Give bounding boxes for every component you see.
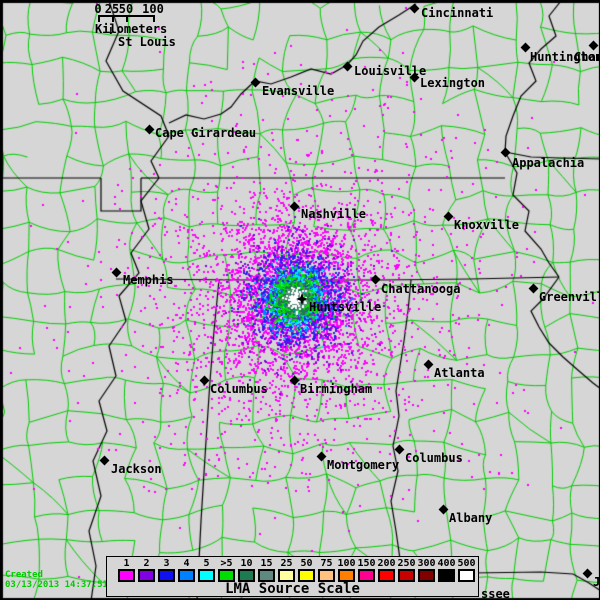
- city-label-cincinnati: Cincinnati: [421, 6, 494, 20]
- legend-entry: 250: [397, 558, 416, 582]
- km-tick-label: 50: [118, 2, 134, 16]
- legend-entry-label: 400: [437, 558, 456, 569]
- city-label-appalachia: Appalachia: [512, 156, 585, 170]
- legend-color-swatch: [418, 569, 435, 582]
- city-label-greenville: Greenville: [539, 290, 599, 304]
- legend-entry: 400: [437, 558, 456, 582]
- legend-entry-label: 500: [457, 558, 476, 569]
- city-label-st-louis: St Louis: [118, 35, 176, 49]
- city-label-columbus-ms: Columbus: [210, 382, 268, 396]
- km-ruler-tick: [126, 15, 128, 22]
- legend-color-swatch: [178, 569, 195, 582]
- legend-color-swatch: [218, 569, 235, 582]
- city-label-columbus-ga: Columbus: [405, 451, 463, 465]
- legend-entry: 5: [198, 558, 215, 582]
- city-label-charleston-fragment: Charl: [574, 50, 599, 64]
- legend-swatch-row: 1 2 3 4 5 >5 10 15 25 50 75 100 150 200 250 300 400 500: [107, 557, 478, 582]
- city-label-knoxville: Knoxville: [454, 218, 520, 232]
- km-tick-label: 100: [142, 2, 164, 16]
- city-label-huntington: Huntington: [530, 50, 600, 64]
- legend-color-swatch: [318, 569, 335, 582]
- km-tick-label: 25: [104, 2, 120, 16]
- legend-color-swatch: [358, 569, 375, 582]
- legend-entry: 100: [337, 558, 356, 582]
- legend-entry: >5: [218, 558, 235, 582]
- legend-entry-label: 150: [357, 558, 376, 569]
- legend-entry-label: >5: [220, 558, 233, 569]
- city-label-chattanooga: Chattanooga: [381, 282, 461, 296]
- lma-source-scale-panel: 1 2 3 4 5 >5 10 15 25 50 75 100 150 200 250 300 400 500 L…: [106, 556, 479, 597]
- legend-entry-label: 1: [123, 558, 130, 569]
- city-label-jacksonville-fragment: Ja: [593, 575, 600, 589]
- km-scale-title: Kilometers: [95, 22, 168, 36]
- created-datetime: 03/13/2013 14:37:51: [5, 580, 108, 590]
- legend-entry-label: 250: [397, 558, 416, 569]
- legend-color-swatch: [278, 569, 295, 582]
- legend-entry: 2: [138, 558, 155, 582]
- legend-entry: 200: [377, 558, 396, 582]
- legend-entry-label: 10: [240, 558, 253, 569]
- legend-entry-label: 50: [300, 558, 313, 569]
- legend-entry: 50: [298, 558, 315, 582]
- legend-color-swatch: [458, 569, 475, 582]
- legend-entry: 15: [258, 558, 275, 582]
- legend-entry: 75: [318, 558, 335, 582]
- city-label-atlanta: Atlanta: [434, 366, 485, 380]
- legend-color-swatch: [138, 569, 155, 582]
- km-ruler-tick: [98, 15, 100, 22]
- legend-entry-label: 200: [377, 558, 396, 569]
- legend-entry: 150: [357, 558, 376, 582]
- legend-entry: 4: [178, 558, 195, 582]
- created-timestamp: Created 03/13/2013 14:37:51: [5, 570, 108, 590]
- huntsville-star-icon: [296, 293, 308, 305]
- km-tick-label: 0: [94, 2, 102, 16]
- km-ruler-tick: [153, 15, 155, 22]
- legend-color-swatch: [338, 569, 355, 582]
- legend-entry-label: 3: [163, 558, 170, 569]
- down-arrow-icon: ↓: [107, 23, 115, 38]
- legend-entry-label: 100: [337, 558, 356, 569]
- city-label-huntsville: Huntsville: [309, 300, 382, 314]
- legend-entry: 300: [417, 558, 436, 582]
- city-label-jackson: Jackson: [111, 462, 162, 476]
- city-label-montgomery: Montgomery: [327, 458, 400, 472]
- city-label-cape-girardeau: Cape Girardeau: [155, 126, 257, 140]
- created-label: Created: [5, 570, 43, 580]
- city-label-birmingham: Birmingham: [300, 382, 373, 396]
- legend-entry-label: 75: [320, 558, 333, 569]
- city-label-lexington: Lexington: [420, 76, 486, 90]
- legend-entry: 1: [118, 558, 135, 582]
- legend-entry-label: 2: [143, 558, 150, 569]
- legend-entry-label: 15: [260, 558, 273, 569]
- city-label-albany: Albany: [449, 511, 493, 525]
- legend-entry-label: 300: [417, 558, 436, 569]
- legend-color-swatch: [258, 569, 275, 582]
- legend-entry-label: 25: [280, 558, 293, 569]
- legend-title: LMA Source Scale: [225, 581, 360, 597]
- legend-entry-label: 4: [183, 558, 190, 569]
- legend-color-swatch: [438, 569, 455, 582]
- km-ruler-tick: [112, 15, 114, 22]
- city-label-memphis: Memphis: [123, 273, 174, 287]
- legend-color-swatch: [398, 569, 415, 582]
- legend-color-swatch: [378, 569, 395, 582]
- legend-entry: 10: [238, 558, 255, 582]
- legend-entry: 25: [278, 558, 295, 582]
- legend-color-swatch: [238, 569, 255, 582]
- legend-entry: 3: [158, 558, 175, 582]
- city-label-nashville: Nashville: [301, 207, 367, 221]
- legend-color-swatch: [298, 569, 315, 582]
- legend-color-swatch: [198, 569, 215, 582]
- legend-entry: 500: [457, 558, 476, 582]
- legend-color-swatch: [158, 569, 175, 582]
- city-label-louisville: Louisville: [354, 64, 427, 78]
- legend-entry-label: 5: [203, 558, 210, 569]
- city-label-tallahassee-fragment: ssee: [481, 587, 510, 600]
- legend-color-swatch: [118, 569, 135, 582]
- city-label-evansville: Evansville: [262, 84, 335, 98]
